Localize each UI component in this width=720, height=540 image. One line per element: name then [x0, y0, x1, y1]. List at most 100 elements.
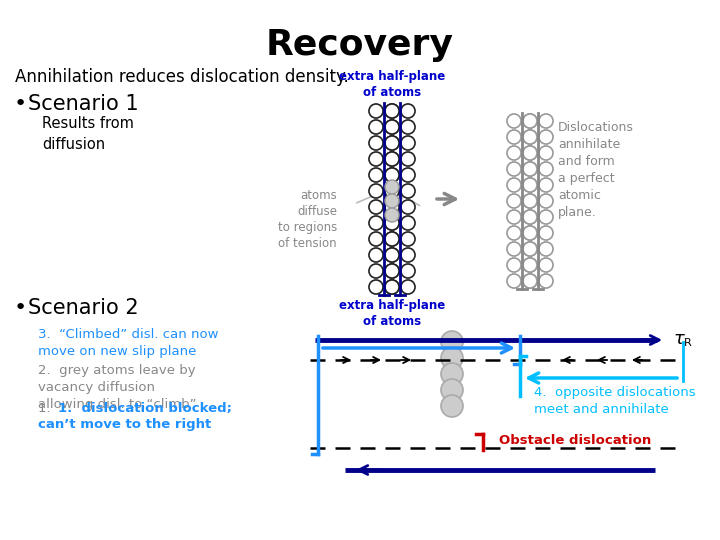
- Circle shape: [523, 146, 537, 160]
- Circle shape: [523, 114, 537, 128]
- Text: 1.: 1.: [38, 402, 59, 415]
- Text: Results from
diffusion: Results from diffusion: [42, 116, 134, 152]
- Circle shape: [369, 104, 383, 118]
- Circle shape: [523, 258, 537, 272]
- Circle shape: [385, 208, 399, 222]
- Circle shape: [507, 114, 521, 128]
- Circle shape: [441, 379, 463, 401]
- Circle shape: [401, 168, 415, 182]
- Circle shape: [507, 178, 521, 192]
- Circle shape: [523, 194, 537, 208]
- Circle shape: [507, 130, 521, 144]
- Circle shape: [539, 162, 553, 176]
- Circle shape: [385, 180, 399, 194]
- Circle shape: [539, 274, 553, 288]
- Circle shape: [507, 274, 521, 288]
- Circle shape: [401, 216, 415, 230]
- Circle shape: [385, 248, 399, 262]
- Circle shape: [507, 162, 521, 176]
- Circle shape: [385, 264, 399, 278]
- Circle shape: [385, 152, 399, 166]
- Text: •: •: [14, 298, 27, 318]
- Circle shape: [385, 264, 399, 278]
- Circle shape: [385, 184, 399, 198]
- Circle shape: [369, 136, 383, 150]
- Circle shape: [441, 331, 463, 353]
- Text: $\tau$: $\tau$: [673, 330, 686, 348]
- Circle shape: [507, 226, 521, 240]
- Text: Recovery: Recovery: [266, 28, 454, 62]
- Circle shape: [385, 200, 399, 214]
- Circle shape: [369, 248, 383, 262]
- Circle shape: [507, 210, 521, 224]
- Circle shape: [523, 130, 537, 144]
- Circle shape: [539, 242, 553, 256]
- Text: Scenario 1: Scenario 1: [28, 94, 139, 114]
- Circle shape: [401, 264, 415, 278]
- Circle shape: [385, 216, 399, 230]
- Circle shape: [385, 104, 399, 118]
- Circle shape: [523, 274, 537, 288]
- Circle shape: [369, 232, 383, 246]
- Text: 2.  grey atoms leave by
vacancy diffusion
allowing disl. to “climb”: 2. grey atoms leave by vacancy diffusion…: [38, 364, 197, 411]
- Circle shape: [385, 232, 399, 246]
- Circle shape: [523, 226, 537, 240]
- Circle shape: [401, 136, 415, 150]
- Circle shape: [523, 194, 537, 208]
- Circle shape: [385, 194, 399, 208]
- Circle shape: [369, 168, 383, 182]
- Circle shape: [507, 242, 521, 256]
- Circle shape: [385, 152, 399, 166]
- Circle shape: [507, 194, 521, 208]
- Circle shape: [539, 258, 553, 272]
- Circle shape: [507, 146, 521, 160]
- Circle shape: [385, 200, 399, 214]
- Text: R: R: [684, 338, 692, 348]
- Circle shape: [385, 168, 399, 182]
- Text: atoms
diffuse
to regions
of tension: atoms diffuse to regions of tension: [278, 189, 337, 250]
- Circle shape: [401, 232, 415, 246]
- Text: 3.  “Climbed” disl. can now
move on new slip plane: 3. “Climbed” disl. can now move on new s…: [38, 328, 218, 358]
- Text: •: •: [14, 94, 27, 114]
- Circle shape: [523, 274, 537, 288]
- Circle shape: [539, 210, 553, 224]
- Circle shape: [385, 120, 399, 134]
- Text: Annihilation reduces dislocation density.: Annihilation reduces dislocation density…: [15, 68, 348, 86]
- Text: 1.  dislocation blocked;: 1. dislocation blocked;: [58, 402, 232, 415]
- Circle shape: [385, 280, 399, 294]
- Text: can’t move to the right: can’t move to the right: [38, 418, 211, 431]
- Circle shape: [385, 232, 399, 246]
- Circle shape: [385, 216, 399, 230]
- Circle shape: [523, 146, 537, 160]
- Circle shape: [385, 168, 399, 182]
- Circle shape: [523, 226, 537, 240]
- Circle shape: [385, 248, 399, 262]
- Circle shape: [385, 280, 399, 294]
- Circle shape: [401, 200, 415, 214]
- Text: 4.  opposite dislocations
meet and annihilate: 4. opposite dislocations meet and annihi…: [534, 386, 696, 416]
- Circle shape: [523, 130, 537, 144]
- Text: Dislocations
annihilate
and form
a perfect
atomic
plane.: Dislocations annihilate and form a perfe…: [558, 121, 634, 219]
- Circle shape: [523, 210, 537, 224]
- Circle shape: [369, 264, 383, 278]
- Circle shape: [523, 258, 537, 272]
- Circle shape: [523, 210, 537, 224]
- Circle shape: [401, 248, 415, 262]
- Circle shape: [523, 242, 537, 256]
- Text: Obstacle dislocation: Obstacle dislocation: [499, 434, 652, 447]
- Circle shape: [539, 146, 553, 160]
- Circle shape: [523, 242, 537, 256]
- Circle shape: [539, 226, 553, 240]
- Circle shape: [401, 104, 415, 118]
- Circle shape: [369, 200, 383, 214]
- Circle shape: [523, 162, 537, 176]
- Circle shape: [523, 178, 537, 192]
- Circle shape: [523, 162, 537, 176]
- Circle shape: [385, 136, 399, 150]
- Circle shape: [441, 347, 463, 369]
- Circle shape: [401, 120, 415, 134]
- Circle shape: [539, 178, 553, 192]
- Circle shape: [539, 130, 553, 144]
- Circle shape: [369, 120, 383, 134]
- Circle shape: [539, 114, 553, 128]
